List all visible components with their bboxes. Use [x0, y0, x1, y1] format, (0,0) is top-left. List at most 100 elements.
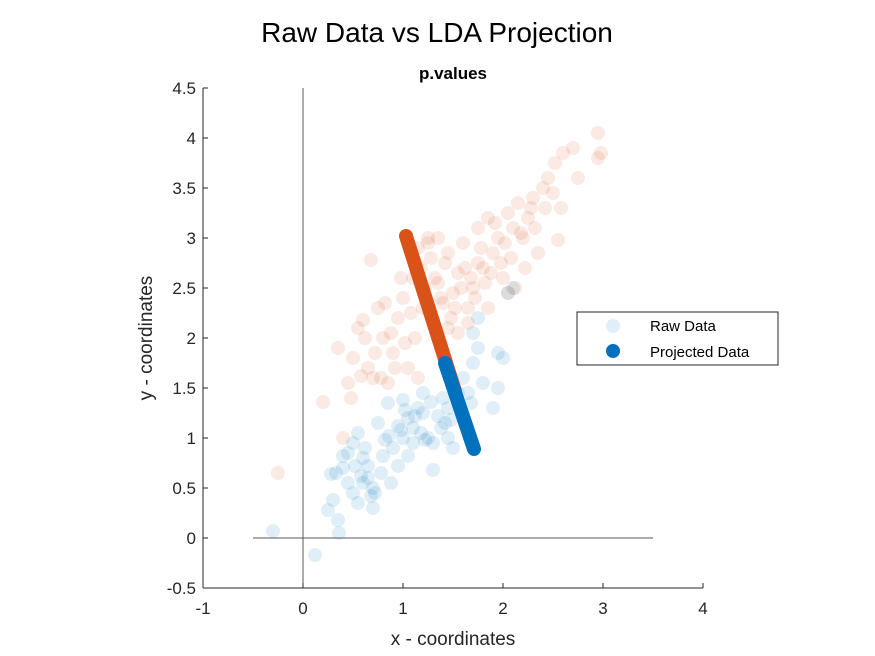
raw-data-point: [444, 413, 458, 427]
raw-data-point: [471, 311, 485, 325]
raw-data-point: [398, 403, 412, 417]
x-tick-label: 0: [298, 599, 307, 618]
raw-data-point: [548, 156, 562, 170]
raw-data-point: [514, 226, 528, 240]
raw-data-point: [591, 126, 605, 140]
x-tick-label: 3: [598, 599, 607, 618]
raw-data-point: [341, 376, 355, 390]
raw-data-point: [594, 146, 608, 160]
raw-data-point: [382, 429, 396, 443]
raw-data-point: [406, 421, 420, 435]
raw-data-point: [271, 466, 285, 480]
raw-data-point: [376, 331, 390, 345]
raw-data-point: [484, 266, 498, 280]
raw-data-point: [538, 201, 552, 215]
y-tick-label: 3.5: [172, 179, 196, 198]
raw-data-point: [336, 449, 350, 463]
raw-data-point: [396, 291, 410, 305]
raw-data-point: [434, 421, 448, 435]
raw-data-point: [356, 476, 370, 490]
raw-data-point: [348, 459, 362, 473]
raw-data-point: [408, 331, 422, 345]
raw-data-point: [374, 371, 388, 385]
raw-data-point: [351, 321, 365, 335]
raw-data-point: [358, 331, 372, 345]
y-tick-label: 4: [187, 129, 196, 148]
raw-data-point: [361, 459, 375, 473]
raw-data-point: [401, 449, 415, 463]
raw-data-point: [358, 441, 372, 455]
raw-data-point: [551, 233, 565, 247]
raw-data-point: [554, 201, 568, 215]
raw-data-point: [494, 256, 508, 270]
raw-data-point: [418, 433, 432, 447]
raw-data-point: [556, 146, 570, 160]
legend-projected-label: Projected Data: [650, 344, 750, 361]
raw-data-point: [401, 411, 415, 425]
raw-data-point: [441, 246, 455, 260]
raw-data-point: [461, 386, 475, 400]
raw-data-point: [466, 356, 480, 370]
y-tick-label: 1.5: [172, 379, 196, 398]
raw-data-point: [471, 221, 485, 235]
y-tick-label: 2.5: [172, 279, 196, 298]
raw-data-point: [368, 486, 382, 500]
raw-data-point: [526, 191, 540, 205]
raw-data-point: [438, 256, 452, 270]
raw-data-point: [571, 171, 585, 185]
raw-data-point: [346, 486, 360, 500]
raw-data-point: [471, 256, 485, 270]
raw-data-point: [501, 286, 515, 300]
raw-data-point: [386, 346, 400, 360]
raw-data-point: [381, 376, 395, 390]
raw-data-point: [446, 286, 460, 300]
raw-data-point: [481, 211, 495, 225]
raw-data-point: [524, 201, 538, 215]
raw-data-point: [341, 476, 355, 490]
raw-data-point: [426, 436, 440, 450]
raw-data-point: [531, 246, 545, 260]
raw-data-point: [376, 449, 390, 463]
raw-data-point: [386, 441, 400, 455]
raw-data-point: [466, 281, 480, 295]
legend-projected-marker: [606, 344, 620, 358]
raw-data-point: [464, 271, 478, 285]
raw-data-point: [396, 393, 410, 407]
raw-data-point: [354, 369, 368, 383]
raw-data-point: [398, 336, 412, 350]
raw-data-point: [414, 426, 428, 440]
raw-data-point: [441, 401, 455, 415]
raw-data-point: [421, 431, 435, 445]
raw-data-point: [391, 311, 405, 325]
raw-data-point: [384, 476, 398, 490]
raw-data-point: [478, 276, 492, 290]
figure-title: Raw Data vs LDA Projection: [261, 17, 613, 48]
raw-data-point: [508, 281, 522, 295]
raw-data-point: [456, 236, 470, 250]
raw-data-point: [481, 301, 495, 315]
raw-data-point: [396, 431, 410, 445]
raw-data-point: [361, 471, 375, 485]
raw-data-points: [266, 126, 608, 562]
raw-data-point: [351, 426, 365, 440]
raw-data-point: [366, 371, 380, 385]
raw-data-point: [456, 371, 470, 385]
raw-data-point: [411, 371, 425, 385]
raw-data-point: [496, 351, 510, 365]
raw-data-point: [368, 346, 382, 360]
raw-data-point: [364, 253, 378, 267]
raw-data-point: [454, 281, 468, 295]
raw-data-point: [434, 291, 448, 305]
x-ticks: -1 0 1 2 3 4: [195, 583, 708, 618]
raw-data-point: [421, 236, 435, 250]
x-axis-label: x - coordinates: [391, 629, 516, 650]
raw-data-point: [332, 526, 346, 540]
raw-data-point: [388, 361, 402, 375]
raw-data-point: [521, 211, 535, 225]
y-tick-label: 0.5: [172, 479, 196, 498]
raw-data-point: [401, 361, 415, 375]
raw-data-point: [384, 326, 398, 340]
raw-data-point: [511, 196, 525, 210]
raw-data-point: [326, 493, 340, 507]
